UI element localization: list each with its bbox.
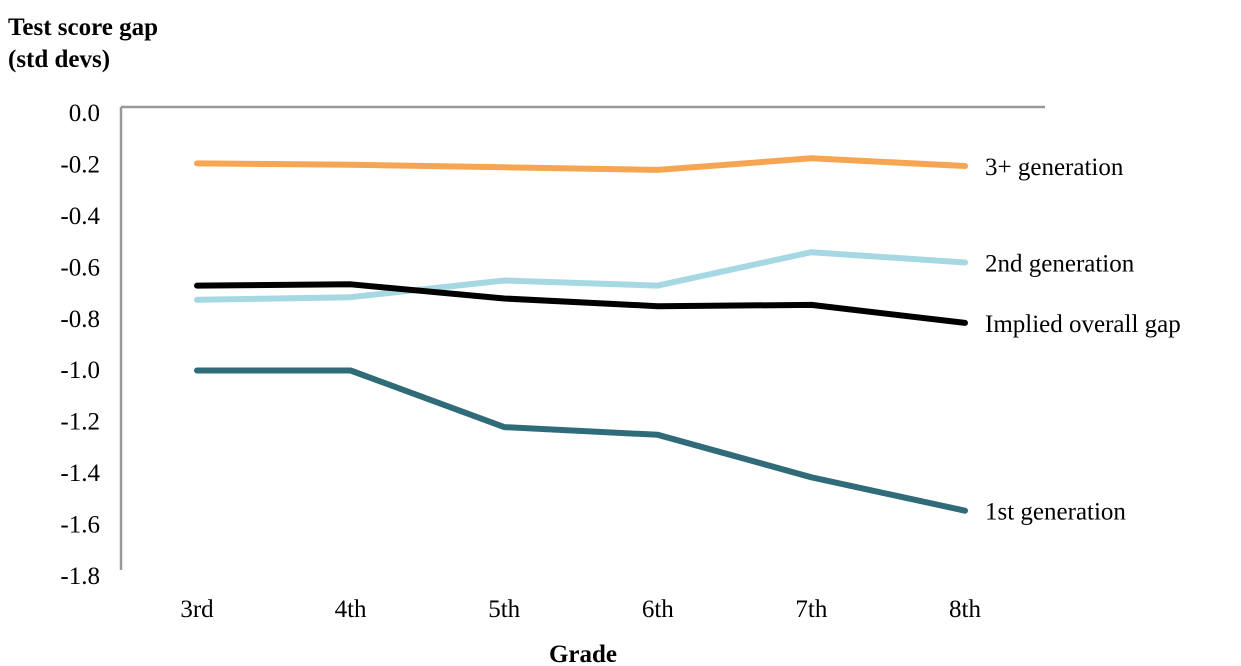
x-tick-label: 6th <box>642 596 674 623</box>
y-tick-label: -0.8 <box>60 306 100 333</box>
series-lines <box>194 155 968 514</box>
y-tick-label: -1.2 <box>60 409 100 436</box>
series-label-2nd-generation: 2nd generation <box>985 250 1135 277</box>
y-tick-label: -0.6 <box>60 254 100 281</box>
y-axis-title-line2: (std devs) <box>8 46 110 73</box>
y-tick-label: -1.6 <box>60 512 100 539</box>
series-label-3-generation: 3+ generation <box>985 154 1124 181</box>
y-tick-label: 0.0 <box>69 100 100 127</box>
y-axis-title-line1: Test score gap <box>8 14 158 41</box>
series-labels: 3+ generation 2nd generation Implied overa… <box>985 154 1181 526</box>
x-tick-label: 7th <box>795 596 827 623</box>
y-tick-label: -1.0 <box>60 357 100 384</box>
series-line-1st-generation <box>194 367 968 514</box>
y-tick-label: -0.2 <box>60 151 100 178</box>
series-line-3-generation <box>194 155 968 173</box>
x-axis-title: Grade <box>549 641 617 666</box>
x-tick-label: 3rd <box>180 596 214 623</box>
y-tick-label: -0.4 <box>60 203 100 230</box>
y-tick-label: -1.8 <box>60 563 100 590</box>
x-tick-labels: 3rd 4th 5th 6th 7th 8th <box>180 596 981 623</box>
x-tick-label: 5th <box>488 596 520 623</box>
y-tick-label: -1.4 <box>60 460 100 487</box>
series-line-2nd-generation <box>194 249 968 303</box>
series-line-implied-overall-gap <box>194 281 968 326</box>
y-tick-labels: 0.0 -0.2 -0.4 -0.6 -0.8 -1.0 -1.2 -1.4 -1.6 -1.8 <box>60 100 100 590</box>
series-label-1st-generation: 1st generation <box>985 499 1126 526</box>
x-tick-label: 4th <box>335 596 367 623</box>
series-label-implied-overall-gap: Implied overall gap <box>985 311 1181 338</box>
x-tick-label: 8th <box>949 596 981 623</box>
